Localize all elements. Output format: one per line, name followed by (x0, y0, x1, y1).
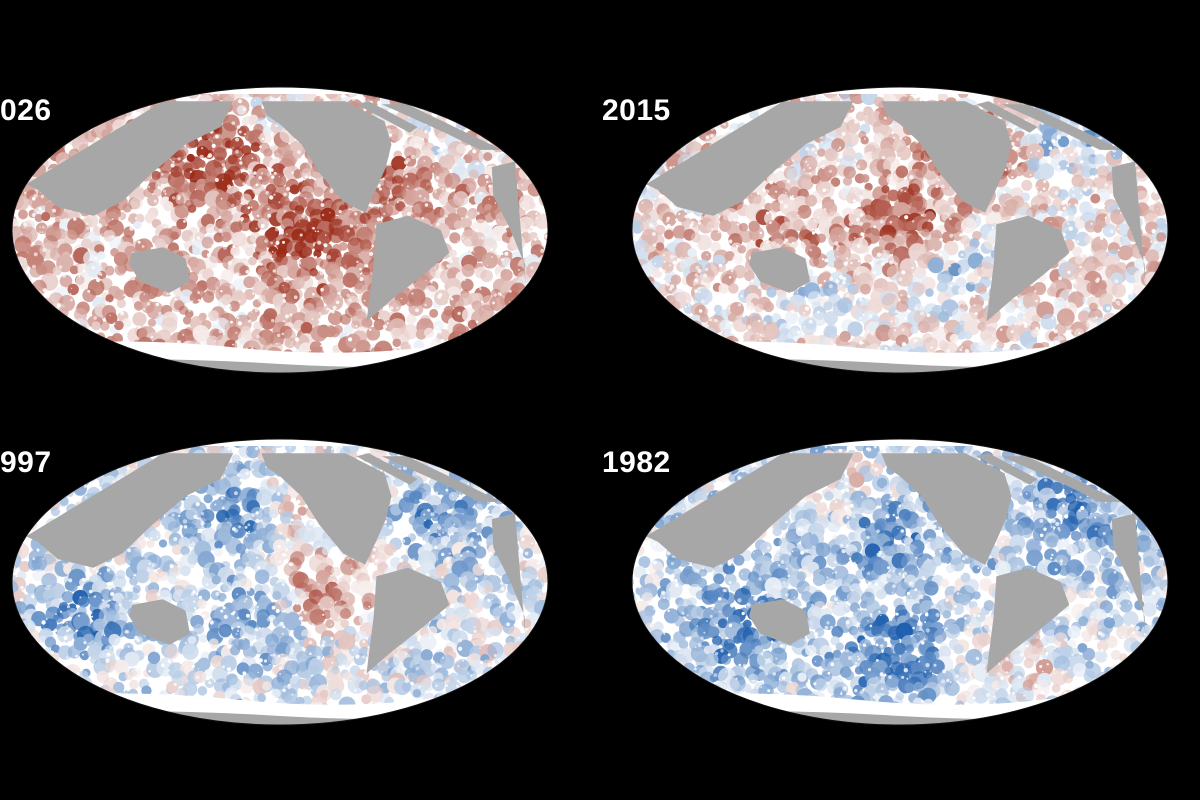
map-surface (632, 87, 1168, 373)
map-outline (11, 438, 549, 726)
land-masses (26, 101, 526, 322)
greenland-land (976, 101, 1038, 133)
north-america-land (881, 453, 1012, 565)
map-outline (631, 86, 1169, 374)
panel-year-label: 2015 (602, 94, 671, 127)
map-panel-026: 026 (0, 80, 560, 380)
north-america-land (261, 101, 392, 213)
sea-surface-map (11, 86, 549, 374)
asia-land (26, 453, 234, 568)
north-america-land (881, 101, 1012, 213)
map-surface (12, 439, 548, 725)
greenland-land (356, 101, 418, 133)
panel-year-label: 026 (0, 94, 52, 127)
land-masses (26, 453, 526, 674)
asia-land (26, 101, 234, 216)
greenland-land (976, 453, 1038, 485)
land-masses (646, 101, 1146, 322)
arctic-ice (12, 439, 548, 446)
map-panel-2015: 2015 (602, 80, 1180, 380)
north-america-land (261, 453, 392, 565)
australia-land (749, 247, 810, 293)
sea-surface-map (631, 86, 1169, 374)
europe-land (381, 456, 502, 502)
sea-surface-map (11, 438, 549, 726)
africa-land (491, 161, 526, 288)
map-outline (631, 438, 1169, 726)
europe-land (381, 104, 502, 150)
arctic-ice (632, 439, 1168, 446)
australia-land (129, 247, 190, 293)
south-america-land (986, 567, 1070, 674)
panel-year-label: 1982 (602, 446, 671, 479)
asia-land (646, 101, 854, 216)
south-america-land (986, 215, 1070, 322)
map-surface (632, 439, 1168, 725)
europe-land (1001, 104, 1122, 150)
map-panel-997: 997 (0, 432, 560, 732)
africa-land (491, 513, 526, 640)
south-america-land (366, 567, 450, 674)
greenland-land (356, 453, 418, 485)
asia-land (646, 453, 854, 568)
anomaly-field (632, 87, 1168, 373)
africa-land (1111, 513, 1146, 640)
arctic-ice (12, 87, 548, 94)
map-surface (12, 87, 548, 373)
australia-land (129, 599, 190, 645)
panel-year-label: 997 (0, 446, 52, 479)
land-masses (646, 453, 1146, 674)
map-panel-1982: 1982 (602, 432, 1180, 732)
arctic-ice (632, 87, 1168, 94)
sea-surface-map (631, 438, 1169, 726)
europe-land (1001, 456, 1122, 502)
south-america-land (366, 215, 450, 322)
map-outline (11, 86, 549, 374)
africa-land (1111, 161, 1146, 288)
australia-land (749, 599, 810, 645)
